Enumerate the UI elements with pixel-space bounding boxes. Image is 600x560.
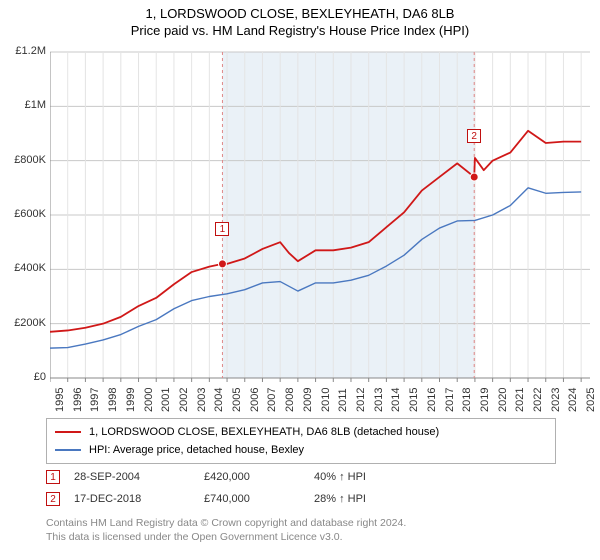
sale-date: 28-SEP-2004 bbox=[74, 471, 204, 483]
x-tick-label: 1996 bbox=[72, 388, 84, 412]
x-tick-label: 1998 bbox=[107, 388, 119, 412]
sale-marker-icon: 2 bbox=[46, 492, 60, 506]
sale-marker-on-chart: 1 bbox=[215, 222, 229, 236]
x-tick-label: 2018 bbox=[461, 388, 473, 412]
footer-attribution: Contains HM Land Registry data © Crown c… bbox=[46, 516, 406, 544]
x-tick-label: 2023 bbox=[550, 388, 562, 412]
sale-date: 17-DEC-2018 bbox=[74, 493, 204, 505]
x-tick-label: 2003 bbox=[196, 388, 208, 412]
x-tick-label: 2007 bbox=[266, 388, 278, 412]
x-tick-label: 2013 bbox=[373, 388, 385, 412]
x-tick-label: 2022 bbox=[532, 388, 544, 412]
x-tick-label: 2012 bbox=[355, 388, 367, 412]
legend-item: HPI: Average price, detached house, Bexl… bbox=[55, 441, 547, 459]
x-tick-label: 2004 bbox=[213, 388, 225, 412]
x-tick-label: 1999 bbox=[125, 388, 137, 412]
y-tick-label: £800K bbox=[14, 154, 46, 166]
x-tick-label: 2020 bbox=[497, 388, 509, 412]
legend-item: 1, LORDSWOOD CLOSE, BEXLEYHEATH, DA6 8LB… bbox=[55, 423, 547, 441]
legend-swatch bbox=[55, 449, 81, 451]
x-tick-label: 2024 bbox=[567, 388, 579, 412]
y-tick-label: £600K bbox=[14, 208, 46, 220]
legend-box: 1, LORDSWOOD CLOSE, BEXLEYHEATH, DA6 8LB… bbox=[46, 418, 556, 464]
footer-line: Contains HM Land Registry data © Crown c… bbox=[46, 516, 406, 530]
x-tick-label: 2016 bbox=[426, 388, 438, 412]
x-tick-label: 2015 bbox=[408, 388, 420, 412]
x-tick-label: 2009 bbox=[302, 388, 314, 412]
sale-row: 2 17-DEC-2018 £740,000 28% ↑ HPI bbox=[46, 488, 556, 510]
x-tick-label: 2005 bbox=[231, 388, 243, 412]
chart-title-address: 1, LORDSWOOD CLOSE, BEXLEYHEATH, DA6 8LB bbox=[0, 6, 600, 21]
x-tick-label: 2006 bbox=[249, 388, 261, 412]
y-tick-label: £1M bbox=[25, 99, 46, 111]
sale-price: £740,000 bbox=[204, 493, 314, 505]
y-tick-label: £1.2M bbox=[15, 45, 46, 57]
x-tick-label: 2011 bbox=[337, 388, 349, 412]
legend-label: 1, LORDSWOOD CLOSE, BEXLEYHEATH, DA6 8LB… bbox=[89, 426, 439, 438]
sale-marker-icon: 1 bbox=[46, 470, 60, 484]
legend-label: HPI: Average price, detached house, Bexl… bbox=[89, 444, 304, 456]
sale-pct-vs-hpi: 28% ↑ HPI bbox=[314, 493, 444, 505]
x-tick-label: 2008 bbox=[284, 388, 296, 412]
x-tick-label: 2025 bbox=[585, 388, 597, 412]
sale-pct-vs-hpi: 40% ↑ HPI bbox=[314, 471, 444, 483]
sale-events-table: 1 28-SEP-2004 £420,000 40% ↑ HPI 2 17-DE… bbox=[46, 466, 556, 510]
chart-subtitle: Price paid vs. HM Land Registry's House … bbox=[0, 23, 600, 38]
y-tick-label: £200K bbox=[14, 317, 46, 329]
x-tick-label: 2021 bbox=[514, 388, 526, 412]
x-tick-label: 2001 bbox=[160, 388, 172, 412]
line-chart-svg bbox=[50, 48, 590, 408]
x-tick-label: 2014 bbox=[390, 388, 402, 412]
y-tick-label: £0 bbox=[34, 371, 46, 383]
footer-line: This data is licensed under the Open Gov… bbox=[46, 530, 406, 544]
y-tick-label: £400K bbox=[14, 262, 46, 274]
x-tick-label: 2010 bbox=[320, 388, 332, 412]
x-tick-label: 2002 bbox=[178, 388, 190, 412]
x-tick-label: 2019 bbox=[479, 388, 491, 412]
x-tick-label: 1995 bbox=[54, 388, 66, 412]
chart-plot-area bbox=[50, 48, 590, 408]
sale-price: £420,000 bbox=[204, 471, 314, 483]
sale-marker-on-chart: 2 bbox=[467, 129, 481, 143]
sale-row: 1 28-SEP-2004 £420,000 40% ↑ HPI bbox=[46, 466, 556, 488]
legend-swatch bbox=[55, 431, 81, 433]
x-tick-label: 1997 bbox=[89, 388, 101, 412]
x-tick-label: 2000 bbox=[143, 388, 155, 412]
x-tick-label: 2017 bbox=[444, 388, 456, 412]
